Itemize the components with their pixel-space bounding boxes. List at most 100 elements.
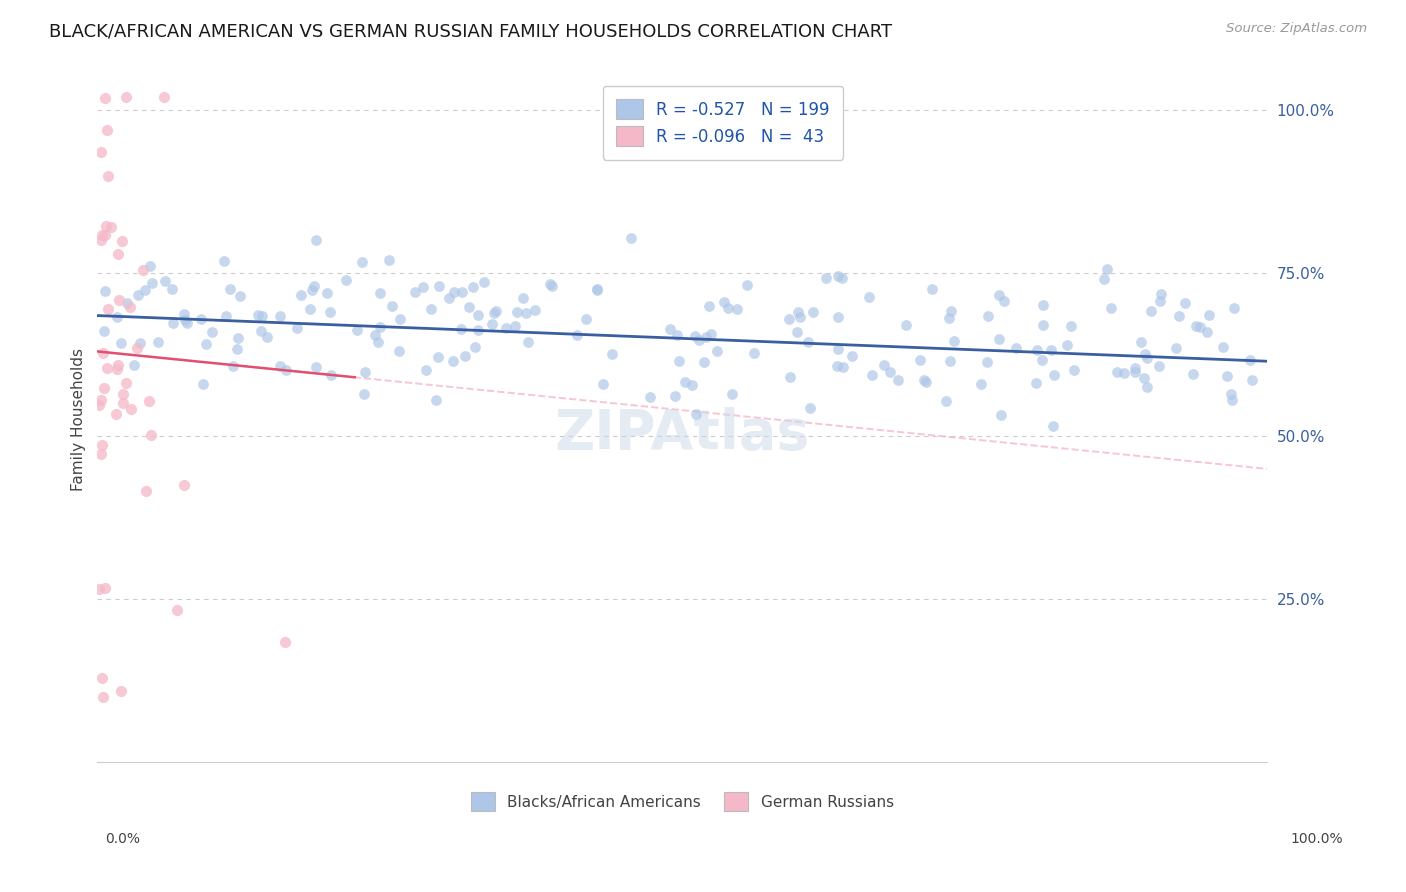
Point (173, 477, 195, 491)
Point (482, 306, 505, 320)
Point (935, 393, 957, 408)
Point (1056, 338, 1078, 352)
Point (134, 283, 156, 297)
Point (706, 343, 728, 358)
Point (914, 375, 936, 389)
Point (378, 252, 401, 267)
Point (1168, 310, 1191, 324)
Point (993, 294, 1015, 309)
Point (94, 90, 117, 104)
Point (1060, 318, 1083, 333)
Point (1223, 301, 1246, 315)
Point (93, 381, 115, 395)
Point (352, 255, 374, 269)
Point (364, 328, 387, 343)
Point (105, 362, 128, 376)
Point (90, 233, 112, 247)
Point (152, 90, 174, 104)
Point (250, 309, 273, 323)
Point (427, 350, 450, 364)
Point (831, 271, 853, 285)
Point (127, 287, 149, 301)
Point (1063, 362, 1085, 376)
Point (538, 277, 561, 292)
Point (346, 322, 368, 336)
Text: Source: ZipAtlas.com: Source: ZipAtlas.com (1226, 22, 1367, 36)
Point (827, 268, 849, 283)
Point (1220, 393, 1243, 408)
Point (91, 671, 114, 685)
Point (681, 377, 703, 392)
Point (97, 169, 120, 183)
Point (1040, 343, 1063, 357)
Point (90, 228, 112, 243)
Point (419, 301, 441, 316)
Point (872, 358, 894, 372)
Point (988, 332, 1011, 346)
Point (600, 347, 623, 361)
Point (110, 683, 132, 698)
Point (1182, 367, 1205, 381)
Point (742, 345, 765, 359)
Point (91, 345, 114, 359)
Point (160, 282, 183, 296)
Point (464, 340, 486, 354)
Point (515, 306, 537, 320)
Point (789, 310, 811, 324)
Point (524, 303, 547, 318)
Point (1216, 368, 1239, 383)
Point (249, 324, 271, 338)
Point (1220, 387, 1243, 401)
Point (512, 291, 534, 305)
Point (139, 427, 162, 442)
Point (665, 327, 688, 342)
Point (586, 282, 609, 296)
Point (990, 408, 1012, 422)
Point (441, 353, 464, 368)
Point (415, 363, 437, 377)
Point (797, 334, 820, 349)
Point (226, 342, 249, 356)
Point (388, 344, 411, 359)
Point (1032, 298, 1054, 312)
Point (886, 373, 908, 387)
Point (122, 358, 145, 372)
Point (451, 285, 474, 299)
Point (977, 310, 1000, 324)
Point (90, 393, 112, 408)
Point (827, 342, 849, 356)
Point (335, 273, 357, 287)
Point (827, 310, 849, 324)
Point (825, 359, 848, 374)
Point (1095, 262, 1118, 277)
Point (592, 377, 614, 392)
Point (108, 293, 131, 307)
Point (939, 354, 962, 368)
Point (495, 321, 517, 335)
Y-axis label: Family Households: Family Households (72, 349, 86, 491)
Point (110, 336, 132, 351)
Point (1139, 304, 1161, 318)
Point (166, 603, 188, 617)
Point (938, 311, 960, 326)
Point (87, 582, 110, 597)
Point (921, 281, 943, 295)
Point (195, 337, 218, 351)
Point (139, 259, 162, 273)
Point (942, 334, 965, 348)
Point (1239, 353, 1261, 368)
Point (786, 305, 808, 319)
Point (89, 398, 111, 412)
Point (638, 390, 661, 404)
Legend: Blacks/African Americans, German Russians: Blacks/African Americans, German Russian… (458, 780, 905, 823)
Point (107, 358, 129, 372)
Point (801, 305, 824, 319)
Point (721, 387, 744, 401)
Point (735, 277, 758, 292)
Point (190, 311, 212, 326)
Point (93, 228, 115, 243)
Point (155, 274, 177, 288)
Point (858, 290, 880, 304)
Point (860, 368, 883, 382)
Point (912, 373, 935, 387)
